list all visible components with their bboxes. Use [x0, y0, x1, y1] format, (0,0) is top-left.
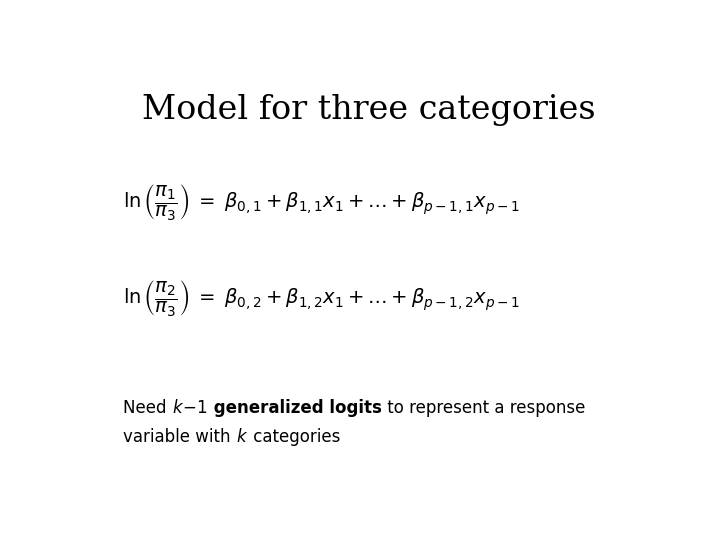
Text: categories: categories [248, 428, 341, 446]
Text: $\ln\left(\dfrac{\pi_2}{\pi_3}\right) \;=\; \beta_{0,2} + \beta_{1,2}x_1 + \ldot: $\ln\left(\dfrac{\pi_2}{\pi_3}\right) \;… [124, 278, 521, 318]
Text: $k\!-\!1$: $k\!-\!1$ [172, 399, 208, 417]
Text: generalized logits: generalized logits [208, 399, 382, 417]
Text: Model for three categories: Model for three categories [142, 94, 596, 126]
Text: to represent a response: to represent a response [382, 399, 585, 417]
Text: $\ln\left(\dfrac{\pi_1}{\pi_3}\right) \;=\; \beta_{0,1} + \beta_{1,1}x_1 + \ldot: $\ln\left(\dfrac{\pi_1}{\pi_3}\right) \;… [124, 182, 521, 222]
Text: Need: Need [124, 399, 172, 417]
Text: variable with: variable with [124, 428, 236, 446]
Text: $k$: $k$ [236, 428, 248, 446]
